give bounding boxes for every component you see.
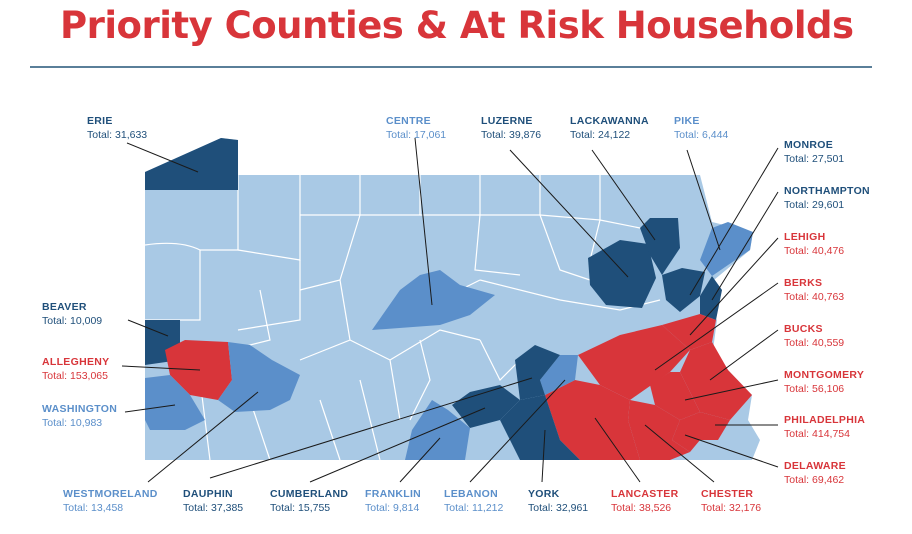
county-boundaries bbox=[144, 175, 661, 461]
label-lebanon: LEBANON Total: 11,212 bbox=[444, 487, 503, 515]
label-delaware-name: DELAWARE bbox=[784, 460, 846, 472]
label-centre-total: Total: 17,061 bbox=[386, 129, 447, 141]
label-washington: WASHINGTON Total: 10,983 bbox=[42, 402, 117, 430]
county-monroe bbox=[662, 268, 705, 312]
label-beaver-total: Total: 10,009 bbox=[42, 315, 103, 327]
label-berks-name: BERKS bbox=[784, 277, 823, 289]
label-westmoreland-name: WESTMORELAND bbox=[63, 488, 158, 500]
label-york: YORK Total: 32,961 bbox=[528, 487, 588, 515]
label-franklin-name: FRANKLIN bbox=[365, 488, 422, 500]
label-chester-total: Total: 32,176 bbox=[701, 502, 762, 514]
label-cumberland: CUMBERLAND Total: 15,755 bbox=[270, 487, 348, 515]
label-berks-total: Total: 40,763 bbox=[784, 291, 845, 303]
label-pike: PIKE Total: 6,444 bbox=[674, 114, 728, 142]
label-lebanon-total: Total: 11,212 bbox=[444, 502, 504, 514]
county-cumberland bbox=[452, 385, 520, 428]
label-bucks-name: BUCKS bbox=[784, 323, 823, 335]
county-westmoreland bbox=[218, 342, 300, 412]
county-lehigh bbox=[662, 314, 716, 350]
label-philadelphia-total: Total: 414,754 bbox=[784, 428, 850, 440]
label-allegheny-total: Total: 153,065 bbox=[42, 370, 108, 382]
county-dauphin bbox=[515, 345, 560, 400]
label-northampton: NORTHAMPTON Total: 29,601 bbox=[784, 184, 870, 212]
label-lancaster-total: Total: 38,526 bbox=[611, 502, 672, 514]
label-montgomery: MONTGOMERY Total: 56,106 bbox=[784, 368, 864, 396]
label-delaware: DELAWARE Total: 69,462 bbox=[784, 459, 846, 487]
leader-lines bbox=[121, 137, 779, 483]
county-pike bbox=[700, 222, 753, 276]
label-berks: BERKS Total: 40,763 bbox=[784, 276, 844, 304]
label-bucks: BUCKS Total: 40,559 bbox=[784, 322, 844, 350]
county-bucks bbox=[680, 342, 752, 420]
county-philadelphia bbox=[700, 412, 730, 440]
label-westmoreland: WESTMORELAND Total: 13,458 bbox=[63, 487, 158, 515]
label-luzerne-name: LUZERNE bbox=[481, 115, 533, 127]
county-delaware bbox=[672, 412, 700, 452]
label-chester: CHESTER Total: 32,176 bbox=[701, 487, 761, 515]
label-centre-name: CENTRE bbox=[386, 115, 431, 127]
label-york-name: YORK bbox=[528, 488, 560, 500]
label-dauphin-total: Total: 37,385 bbox=[183, 502, 244, 514]
label-erie-name: ERIE bbox=[87, 115, 113, 127]
county-franklin bbox=[405, 400, 470, 460]
county-northampton bbox=[700, 276, 722, 320]
label-luzerne-total: Total: 39,876 bbox=[481, 129, 542, 141]
label-chester-name: CHESTER bbox=[701, 488, 754, 500]
label-philadelphia: PHILADELPHIA Total: 414,754 bbox=[784, 413, 865, 441]
label-franklin: FRANKLIN Total: 9,814 bbox=[365, 487, 421, 515]
county-york bbox=[500, 395, 580, 460]
label-luzerne: LUZERNE Total: 39,876 bbox=[481, 114, 541, 142]
county-washington bbox=[145, 375, 205, 430]
county-lebanon bbox=[540, 355, 578, 395]
label-erie-total: Total: 31,633 bbox=[87, 129, 148, 141]
label-lackawanna: LACKAWANNA Total: 24,122 bbox=[570, 114, 649, 142]
label-westmoreland-total: Total: 13,458 bbox=[63, 502, 124, 514]
label-york-total: Total: 32,961 bbox=[528, 502, 589, 514]
label-allegheny: ALLEGHENY Total: 153,065 bbox=[42, 355, 109, 383]
label-monroe: MONROE Total: 27,501 bbox=[784, 138, 844, 166]
label-lackawanna-name: LACKAWANNA bbox=[570, 115, 649, 127]
label-northampton-total: Total: 29,601 bbox=[784, 199, 845, 211]
label-cumberland-name: CUMBERLAND bbox=[270, 488, 349, 500]
label-pike-name: PIKE bbox=[674, 115, 700, 127]
label-lebanon-name: LEBANON bbox=[444, 488, 499, 500]
title-divider bbox=[30, 66, 872, 68]
label-beaver-name: BEAVER bbox=[42, 301, 87, 313]
county-lancaster bbox=[545, 380, 640, 460]
label-bucks-total: Total: 40,559 bbox=[784, 337, 845, 349]
county-montgomery bbox=[650, 372, 700, 420]
label-lancaster-name: LANCASTER bbox=[611, 488, 679, 500]
label-franklin-total: Total: 9,814 bbox=[365, 502, 420, 514]
label-lehigh-total: Total: 40,476 bbox=[784, 245, 845, 257]
county-berks bbox=[578, 325, 690, 400]
label-northampton-name: NORTHAMPTON bbox=[784, 185, 870, 197]
label-lehigh: LEHIGH Total: 40,476 bbox=[784, 230, 844, 258]
label-pike-total: Total: 6,444 bbox=[674, 129, 729, 141]
label-washington-name: WASHINGTON bbox=[42, 403, 118, 415]
page-title: Priority Counties & At Risk Households bbox=[60, 4, 854, 47]
county-erie bbox=[145, 138, 238, 190]
label-centre: CENTRE Total: 17,061 bbox=[386, 114, 446, 142]
label-dauphin: DAUPHIN Total: 37,385 bbox=[183, 487, 243, 515]
label-lehigh-name: LEHIGH bbox=[784, 231, 826, 243]
label-philadelphia-name: PHILADELPHIA bbox=[784, 414, 866, 426]
label-dauphin-name: DAUPHIN bbox=[183, 488, 233, 500]
label-delaware-total: Total: 69,462 bbox=[784, 474, 845, 486]
label-washington-total: Total: 10,983 bbox=[42, 417, 103, 429]
label-lackawanna-total: Total: 24,122 bbox=[570, 129, 631, 141]
county-luzerne bbox=[588, 240, 656, 308]
label-beaver: BEAVER Total: 10,009 bbox=[42, 300, 102, 328]
county-chester bbox=[628, 400, 690, 460]
label-montgomery-name: MONTGOMERY bbox=[784, 369, 865, 381]
label-monroe-name: MONROE bbox=[784, 139, 834, 151]
label-allegheny-name: ALLEGHENY bbox=[42, 356, 110, 368]
label-erie: ERIE Total: 31,633 bbox=[87, 114, 147, 142]
label-montgomery-total: Total: 56,106 bbox=[784, 383, 845, 395]
label-monroe-total: Total: 27,501 bbox=[784, 153, 845, 165]
county-centre bbox=[372, 270, 495, 330]
label-cumberland-total: Total: 15,755 bbox=[270, 502, 331, 514]
label-lancaster: LANCASTER Total: 38,526 bbox=[611, 487, 678, 515]
